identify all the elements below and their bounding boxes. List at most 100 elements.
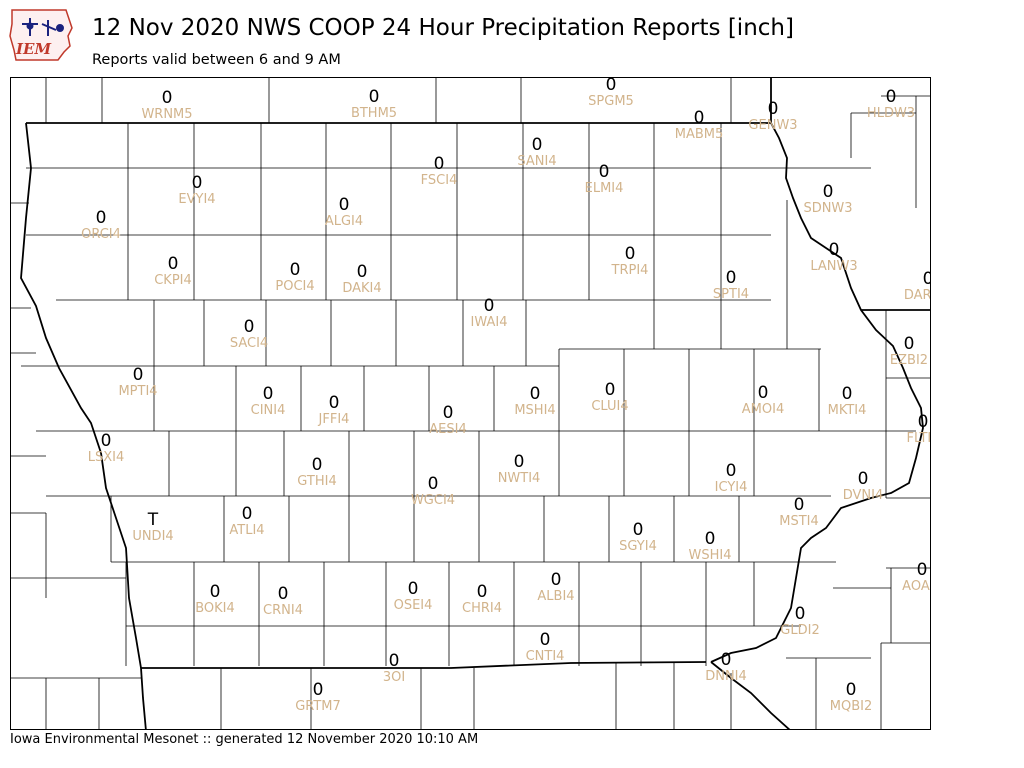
station-value: 0	[885, 87, 897, 107]
station-value: 0	[550, 570, 562, 590]
station-id-label: FSCI4	[420, 173, 458, 188]
station-id-label: DNNI4	[705, 669, 747, 684]
station-id-label: LANW3	[810, 259, 858, 274]
station-value: 0	[917, 412, 929, 432]
station-nwti4: 0 NWTI4	[498, 453, 541, 486]
station-atli4: 0 ATLI4	[229, 505, 264, 538]
station-value: 0	[916, 560, 928, 580]
station-fsci4: 0 FSCI4	[421, 155, 458, 188]
station-spti4: 0 SPTI4	[713, 269, 749, 302]
station-value: 0	[624, 244, 636, 264]
station-value: 0	[857, 469, 869, 489]
station-value: 0	[167, 254, 179, 274]
state-borders	[20, 78, 930, 729]
station-sani4: 0 SANI4	[517, 136, 556, 169]
station-value: 0	[903, 334, 915, 354]
station-value: 0	[161, 88, 173, 108]
station-id-label: MPTI4	[118, 384, 158, 399]
station-value: 0	[433, 154, 445, 174]
page-subtitle: Reports valid between 6 and 9 AM	[92, 52, 341, 68]
station-ezbi2: 0 EZBI2	[890, 335, 928, 368]
station-jffi4: 0 JFFI4	[319, 394, 350, 427]
station-id-label: SPGM5	[588, 94, 634, 109]
station-id-label: CINI4	[250, 403, 286, 418]
station-id-label: SGYI4	[619, 539, 657, 554]
station-mqbi2: 0 MQBI2	[830, 681, 872, 714]
page-title: 12 Nov 2020 NWS COOP 24 Hour Precipitati…	[92, 15, 794, 41]
station-value: 0	[767, 99, 779, 119]
station-id-label: DARW3	[903, 288, 931, 303]
station-id-label: JFFI4	[318, 412, 350, 427]
station-crni4: 0 CRNI4	[263, 585, 303, 618]
station-id-label: DVNI4	[842, 488, 884, 503]
station-id-label: ELMI4	[584, 181, 624, 196]
station-elmi4: 0 ELMI4	[585, 163, 624, 196]
station-value: 0	[513, 452, 525, 472]
station-value: 0	[483, 296, 495, 316]
station-algi4: 0 ALGI4	[325, 196, 363, 229]
station-id-label: DAKI4	[342, 281, 382, 296]
station-value: 0	[841, 384, 853, 404]
station-value: 0	[828, 240, 840, 260]
station-wrnm5: 0 WRNM5	[141, 89, 192, 122]
station-value: 0	[328, 393, 340, 413]
station-lsxi4: 0 LSXI4	[88, 432, 125, 465]
station-id-label: BTHM5	[350, 106, 398, 121]
station-id-label: ALBI4	[537, 589, 575, 604]
station-id-label: CHRI4	[462, 601, 502, 616]
station-id-label: ORCI4	[81, 227, 121, 242]
station-cini4: 0 CINI4	[251, 385, 286, 418]
station-trpi4: 0 TRPI4	[612, 245, 649, 278]
station-value: 0	[598, 162, 610, 182]
station-value: 0	[757, 383, 769, 403]
station-saci4: 0 SACI4	[230, 318, 268, 351]
station-id-label: UNDI4	[132, 529, 174, 544]
station-gthi4: 0 GTHI4	[297, 456, 336, 489]
station-value: 0	[95, 208, 107, 228]
station-boki4: 0 BOKI4	[195, 583, 235, 616]
station-id-label: FLTI2	[906, 431, 931, 446]
station-id-label: SACI4	[229, 336, 269, 351]
station-orci4: 0 ORCI4	[81, 209, 121, 242]
station-spgm5: 0 SPGM5	[588, 78, 634, 109]
station-albi4: 0 ALBI4	[537, 571, 574, 604]
station-hldw3: 0 HLDW3	[867, 88, 915, 121]
station-id-label: BOKI4	[195, 601, 235, 616]
precipitation-map: 0 WRNM5 0 BTHM5 0 SPGM5 0 MABM5 0 GENW3 0 HLDW3 0 SAN…	[10, 77, 931, 730]
station-value: 0	[539, 630, 551, 650]
station-id-label: SANI4	[517, 154, 557, 169]
station-undi4: T UNDI4	[132, 511, 173, 544]
station-grtm7: 0 GRTM7	[295, 681, 341, 714]
station-value: 0	[693, 108, 705, 128]
iem-logo: IEM	[8, 6, 76, 62]
station-value: 0	[243, 317, 255, 337]
station-id-label: MKTI4	[827, 403, 867, 418]
station-id-label: GTHI4	[297, 474, 337, 489]
station-value: 0	[845, 680, 857, 700]
station-value: 0	[338, 195, 350, 215]
station-id-label: TRPI4	[611, 263, 649, 278]
station-value: 0	[312, 680, 324, 700]
station-wgci4: 0 WGCI4	[411, 475, 455, 508]
svg-text:IEM: IEM	[15, 40, 51, 58]
station-id-label: EVYI4	[178, 192, 216, 207]
station-icyi4: 0 ICYI4	[715, 462, 748, 495]
station-evyi4: 0 EVYI4	[178, 174, 215, 207]
station-iwai4: 0 IWAI4	[471, 297, 508, 330]
station-msti4: 0 MSTI4	[779, 496, 819, 529]
station-id-label: GRTM7	[295, 699, 341, 714]
station-value: 0	[725, 268, 737, 288]
station-value: 0	[356, 262, 368, 282]
station-value: 0	[531, 135, 543, 155]
station-id-label: MABM5	[674, 127, 724, 142]
station-sgyi4: 0 SGYI4	[619, 521, 657, 554]
station-aoai2: 0AOAI2	[902, 560, 930, 594]
station-id-label: AOAI2	[902, 579, 930, 594]
station-id-label: CKPI4	[154, 273, 192, 288]
station-id-label: MSHI4	[514, 403, 556, 418]
station-aesi4: 0 AESI4	[429, 404, 466, 437]
station-value: 0	[368, 87, 380, 107]
station-id-label: NWTI4	[497, 471, 541, 486]
station-value: 0	[277, 584, 289, 604]
station-id-label: WRNM5	[141, 107, 193, 122]
